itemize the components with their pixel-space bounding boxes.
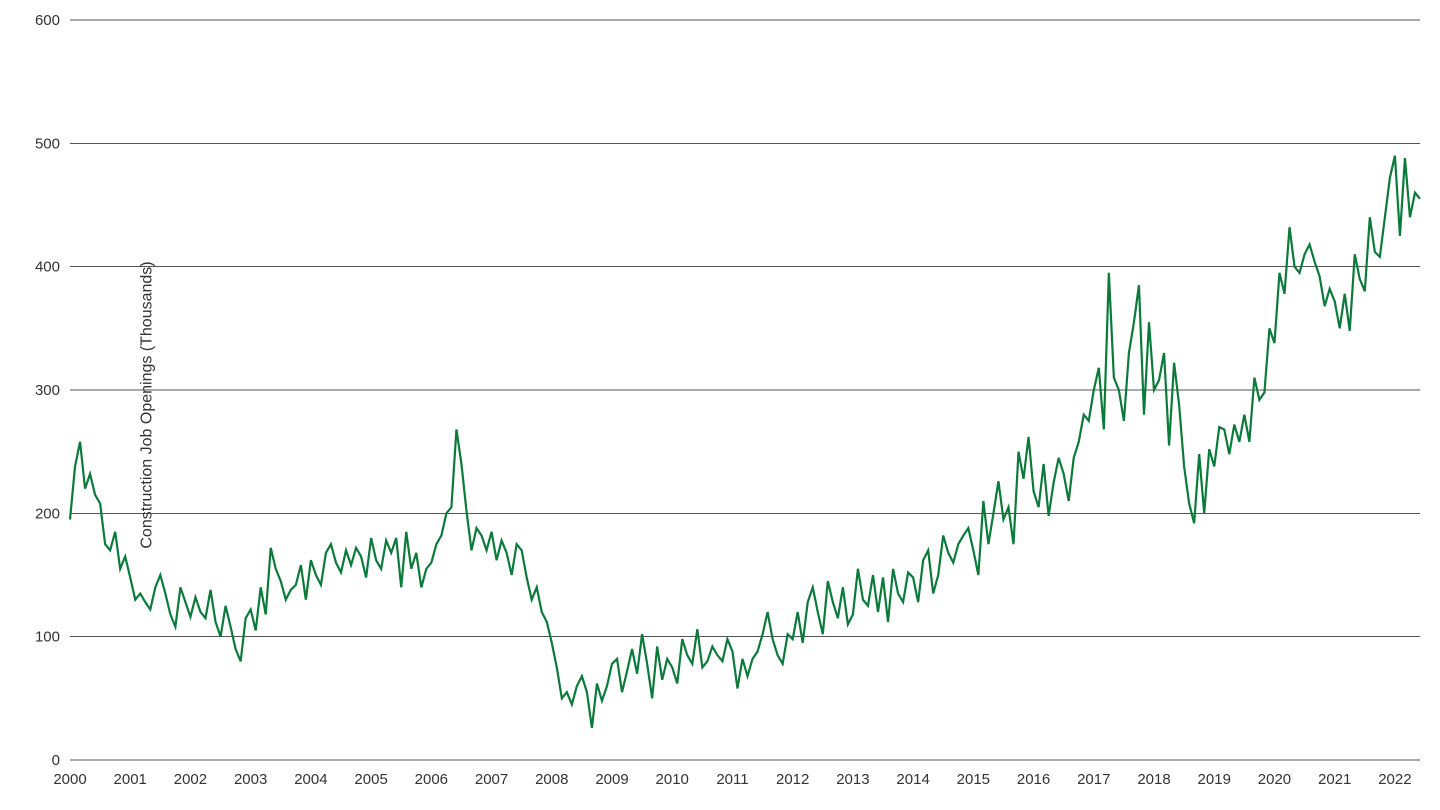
- x-tick-label: 2017: [1077, 771, 1110, 788]
- data-series-line: [70, 156, 1420, 728]
- x-tick-label: 2001: [114, 771, 147, 788]
- x-tick-label: 2018: [1137, 771, 1170, 788]
- x-tick-label: 2009: [595, 771, 628, 788]
- y-tick-label: 400: [35, 259, 60, 276]
- chart-svg: 0 100 200 300 400 500 600 2000 2001 2002 2003 2004 2…: [0, 0, 1440, 810]
- x-tick-label: 2004: [294, 771, 327, 788]
- x-tick-label: 2020: [1258, 771, 1291, 788]
- x-tick-label: 2003: [234, 771, 267, 788]
- x-tick-label: 2019: [1198, 771, 1231, 788]
- x-tick-label: 2015: [957, 771, 990, 788]
- x-tick-label: 2005: [354, 771, 387, 788]
- x-tick-label: 2022: [1378, 771, 1411, 788]
- x-tick-label: 2012: [776, 771, 809, 788]
- x-tick-label: 2007: [475, 771, 508, 788]
- y-tick-label: 500: [35, 135, 60, 152]
- x-tick-label: 2000: [53, 771, 86, 788]
- y-axis-title: Construction Job Openings (Thousands): [139, 261, 157, 548]
- x-tick-label: 2011: [716, 771, 748, 788]
- x-tick-label: 2006: [415, 771, 448, 788]
- x-tick-label: 2013: [836, 771, 869, 788]
- y-tick-label: 0: [52, 752, 60, 769]
- x-tick-label: 2002: [174, 771, 207, 788]
- x-tick-label: 2010: [656, 771, 689, 788]
- x-tick-label: 2016: [1017, 771, 1050, 788]
- y-tick-label: 300: [35, 382, 60, 399]
- y-tick-label: 200: [35, 505, 60, 522]
- x-tick-label: 2008: [535, 771, 568, 788]
- y-tick-label: 600: [35, 12, 60, 29]
- x-tick-label: 2014: [896, 771, 929, 788]
- y-tick-label: 100: [35, 629, 60, 646]
- line-chart: Construction Job Openings (Thousands) 0 1…: [0, 0, 1440, 810]
- x-tick-label: 2021: [1318, 771, 1351, 788]
